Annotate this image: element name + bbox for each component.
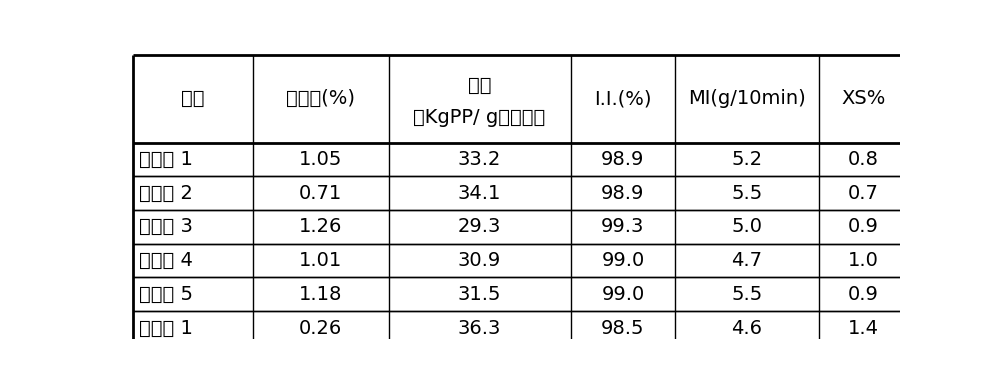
Text: 5.5: 5.5 [731, 184, 763, 203]
Text: 98.9: 98.9 [601, 184, 645, 203]
Text: 36.3: 36.3 [458, 319, 501, 338]
Text: 1.4: 1.4 [848, 319, 879, 338]
Text: 34.1: 34.1 [458, 184, 501, 203]
Text: MI(g/10min): MI(g/10min) [688, 89, 806, 108]
Text: 实施例 4: 实施例 4 [139, 251, 193, 270]
Text: 对比例 1: 对比例 1 [139, 319, 193, 338]
Text: 编号: 编号 [181, 89, 205, 108]
Text: 4.6: 4.6 [731, 319, 762, 338]
Text: 98.5: 98.5 [601, 319, 645, 338]
Text: 0.26: 0.26 [299, 319, 342, 338]
Text: 1.05: 1.05 [299, 150, 342, 169]
Text: XS%: XS% [841, 89, 885, 108]
Text: 30.9: 30.9 [458, 251, 501, 270]
Text: 29.3: 29.3 [458, 218, 501, 236]
Text: 4.7: 4.7 [731, 251, 762, 270]
Text: 5.2: 5.2 [731, 150, 763, 169]
Text: 1.01: 1.01 [299, 251, 342, 270]
Text: 31.5: 31.5 [458, 285, 501, 304]
Text: 0.7: 0.7 [848, 184, 879, 203]
Text: 99.0: 99.0 [601, 251, 645, 270]
Text: 1.26: 1.26 [299, 218, 342, 236]
Text: 5.0: 5.0 [731, 218, 762, 236]
Text: 99.0: 99.0 [601, 285, 645, 304]
Text: 磷含量(%): 磷含量(%) [286, 89, 355, 108]
Text: 99.3: 99.3 [601, 218, 645, 236]
Text: 0.8: 0.8 [848, 150, 879, 169]
Text: 5.5: 5.5 [731, 285, 763, 304]
Text: 实施例 3: 实施例 3 [139, 218, 193, 236]
Text: 实施例 5: 实施例 5 [139, 285, 193, 304]
Text: 33.2: 33.2 [458, 150, 501, 169]
Text: 1.18: 1.18 [299, 285, 342, 304]
Text: 98.9: 98.9 [601, 150, 645, 169]
Text: 0.71: 0.71 [299, 184, 342, 203]
Text: 0.9: 0.9 [848, 285, 879, 304]
Text: 实施例 1: 实施例 1 [139, 150, 193, 169]
Text: 活性: 活性 [468, 76, 491, 95]
Text: 0.9: 0.9 [848, 218, 879, 236]
Text: （KgPP/ g催化剂）: （KgPP/ g催化剂） [413, 108, 546, 127]
Text: I.I.(%): I.I.(%) [594, 89, 652, 108]
Text: 实施例 2: 实施例 2 [139, 184, 193, 203]
Text: 1.0: 1.0 [848, 251, 879, 270]
